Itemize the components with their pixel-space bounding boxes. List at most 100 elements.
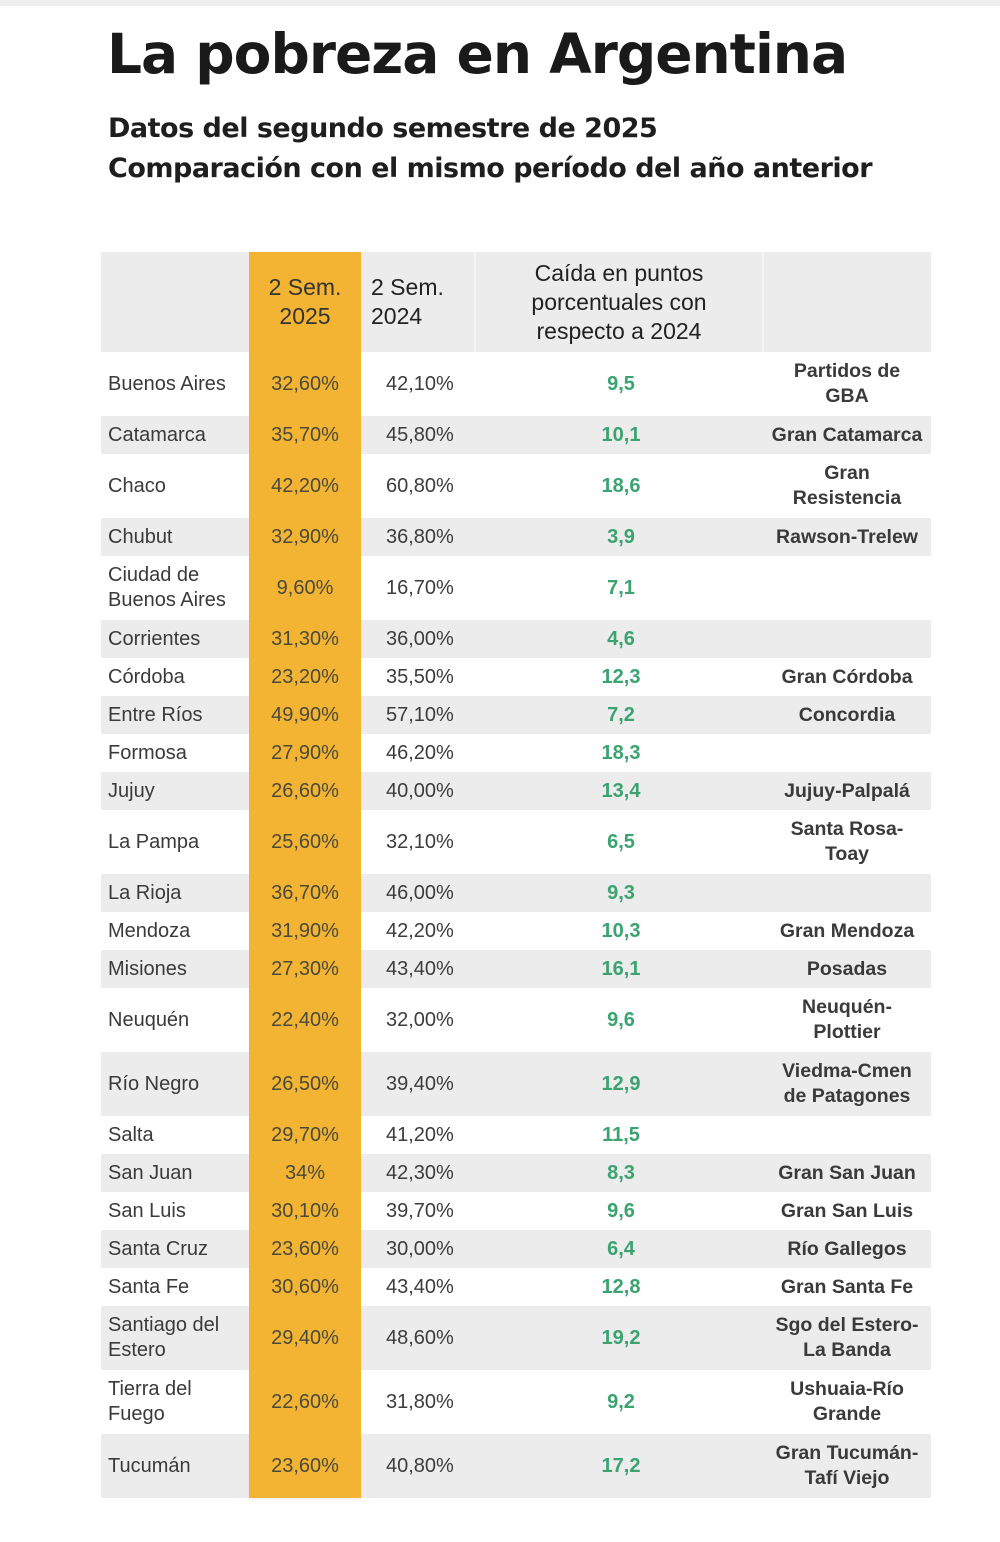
agglomerate-name	[763, 556, 931, 620]
value-2sem-2025: 23,60%	[249, 1230, 361, 1268]
province-name: San Juan	[101, 1154, 249, 1192]
province-name: Chubut	[101, 518, 249, 556]
value-drop-points: 12,8	[601, 1275, 641, 1298]
value-drop-points: 7,2	[607, 703, 635, 726]
table-row: Córdoba 23,20% 35,50% 12,3 Gran Córdoba	[101, 658, 931, 696]
value-2sem-2025: 26,60%	[249, 772, 361, 810]
agglomerate-name: Partidos de GBA	[763, 352, 931, 416]
agglomerate-name-line: GBA	[825, 385, 869, 407]
agglomerate-name	[763, 734, 931, 772]
province-name: Formosa	[101, 734, 249, 772]
value-2sem-2024: 35,50%	[386, 665, 454, 688]
province-name: Entre Ríos	[101, 696, 249, 734]
agglomerate-name	[763, 620, 931, 658]
header-text-line: 2 Sem.	[268, 274, 342, 300]
agglomerate-name-line: Concordia	[798, 703, 896, 726]
agglomerate-name-line: Ushuaia-Río	[790, 1378, 904, 1400]
value-2sem-2024: 32,10%	[386, 830, 454, 853]
agglomerate-name: Gran Tucumán- Tafí Viejo	[763, 1434, 931, 1498]
province-name: Santa Fe	[101, 1268, 249, 1306]
header-text-line: Caída en puntos	[534, 259, 704, 286]
table-row: Neuquén 22,40% 32,00% 9,6 Neuquén- Plottier	[101, 988, 931, 1052]
agglomerate-name: Gran San Luis	[763, 1192, 931, 1230]
value-2sem-2024: 32,00%	[386, 1008, 454, 1031]
value-2sem-2025: 9,60%	[249, 556, 361, 620]
value-2sem-2025: 32,90%	[249, 518, 361, 556]
value-2sem-2025: 22,40%	[249, 988, 361, 1052]
agglomerate-name-line: Resistencia	[792, 487, 902, 509]
table-row: San Luis 30,10% 39,70% 9,6 Gran San Luis	[101, 1192, 931, 1230]
province-name-line: La Pampa	[108, 830, 200, 853]
chart-subtitle-period: Datos del segundo semestre de 2025	[108, 113, 658, 144]
value-drop-points: 11,5	[602, 1123, 640, 1146]
value-2sem-2025: 27,90%	[249, 734, 361, 772]
province-name-line: Santiago del	[108, 1314, 220, 1336]
province-name: Salta	[101, 1116, 249, 1154]
value-2sem-2024: 60,80%	[386, 474, 454, 497]
value-2sem-2024: 36,80%	[386, 525, 454, 548]
header-agglomerate	[763, 252, 931, 352]
province-name: Santiago del Estero	[101, 1306, 249, 1370]
value-2sem-2024: 43,40%	[386, 957, 454, 980]
value-drop-points: 9,2	[607, 1390, 635, 1413]
agglomerate-name: Rawson-Trelew	[763, 518, 931, 556]
agglomerate-name: Sgo del Estero- La Banda	[763, 1306, 931, 1370]
chart-subtitle-comparison: Comparación con el mismo período del año…	[108, 153, 873, 184]
table-row: Entre Ríos 49,90% 57,10% 7,2 Concordia	[101, 696, 931, 734]
value-drop-points: 13,4	[601, 779, 641, 802]
province-name-line: Río Negro	[108, 1072, 200, 1095]
table-row: Chubut 32,90% 36,80% 3,9 Rawson-Trelew	[101, 518, 931, 556]
value-2sem-2025: 42,20%	[249, 454, 361, 518]
agglomerate-name: Ushuaia-Río Grande	[763, 1370, 931, 1434]
province-name-line: San Luis	[108, 1199, 186, 1222]
top-edge-bar	[0, 0, 1000, 6]
value-2sem-2024: 46,00%	[386, 881, 454, 904]
province-name-line: Jujuy	[108, 779, 155, 802]
value-2sem-2024: 39,70%	[386, 1199, 454, 1222]
province-name: Buenos Aires	[101, 352, 249, 416]
poverty-table: 2 Sem. 2025 2 Sem. 2024 Caída en puntos por…	[101, 252, 931, 1498]
agglomerate-name-line: Gran Santa Fe	[780, 1275, 914, 1298]
value-drop-points: 10,1	[601, 423, 641, 446]
value-2sem-2025: 31,30%	[249, 620, 361, 658]
province-name-line: Formosa	[108, 741, 187, 764]
province-name: Tucumán	[101, 1434, 249, 1498]
province-name-line: Estero	[108, 1339, 166, 1361]
table-row: Formosa 27,90% 46,20% 18,3	[101, 734, 931, 772]
province-name: Catamarca	[101, 416, 249, 454]
province-name: Ciudad de Buenos Aires	[101, 556, 249, 620]
province-name-line: Chaco	[108, 474, 166, 497]
value-drop-points: 7,1	[607, 576, 635, 599]
province-name: La Pampa	[101, 810, 249, 874]
value-drop-points: 8,3	[607, 1161, 635, 1184]
province-name: Misiones	[101, 950, 249, 988]
province-name-line: Ciudad de	[108, 564, 200, 586]
agglomerate-name: Jujuy-Palpalá	[763, 772, 931, 810]
value-2sem-2025: 31,90%	[249, 912, 361, 950]
agglomerate-name-line: Jujuy-Palpalá	[784, 779, 910, 802]
province-name: Santa Cruz	[101, 1230, 249, 1268]
value-drop-points: 3,9	[607, 525, 635, 548]
value-2sem-2024: 31,80%	[386, 1390, 454, 1413]
header-text-line: 2025	[279, 303, 331, 329]
province-name-line: Tierra del	[108, 1378, 192, 1400]
value-2sem-2024: 36,00%	[386, 627, 454, 650]
header-text-line: respecto a 2024	[536, 317, 702, 344]
header-drop-points: Caída en puntos porcentuales con respecto …	[474, 252, 764, 352]
agglomerate-name: Gran Santa Fe	[763, 1268, 931, 1306]
value-drop-points: 6,5	[607, 830, 635, 853]
agglomerate-name-line: Gran San Luis	[780, 1199, 914, 1222]
agglomerate-name: Gran San Juan	[763, 1154, 931, 1192]
value-2sem-2024: 46,20%	[386, 741, 454, 764]
province-name-line: Mendoza	[108, 919, 191, 942]
value-drop-points: 9,5	[607, 372, 635, 395]
value-2sem-2025: 30,10%	[249, 1192, 361, 1230]
value-drop-points: 10,3	[601, 919, 641, 942]
province-name: Mendoza	[101, 912, 249, 950]
agglomerate-name-line: Gran	[824, 462, 870, 484]
table-row: Chaco 42,20% 60,80% 18,6 Gran Resistencia	[101, 454, 931, 518]
table-row: Jujuy 26,60% 40,00% 13,4 Jujuy-Palpalá	[101, 772, 931, 810]
province-name-line: Chubut	[108, 525, 173, 548]
province-name: Córdoba	[101, 658, 249, 696]
value-2sem-2024: 40,80%	[386, 1454, 454, 1477]
